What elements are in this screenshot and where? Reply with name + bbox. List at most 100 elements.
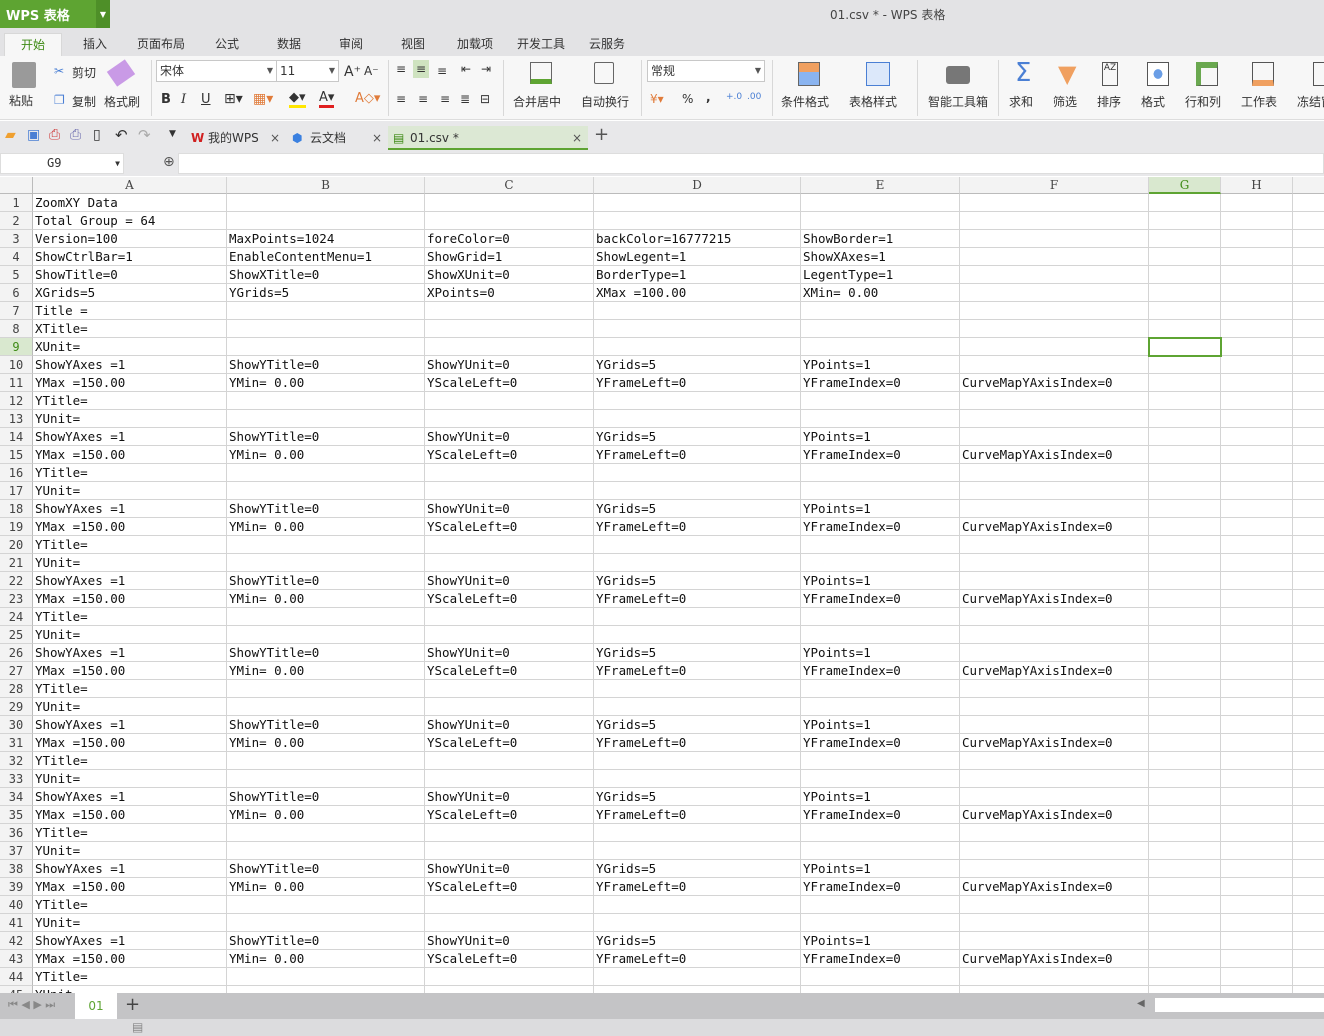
cell[interactable]: YMin= 0.00 bbox=[227, 446, 425, 464]
redo-icon[interactable]: ↷ bbox=[138, 126, 151, 144]
cell[interactable]: Version=100 bbox=[33, 230, 227, 248]
currency-icon[interactable]: ¥▾ bbox=[650, 92, 664, 106]
cell[interactable]: YUnit= bbox=[33, 410, 227, 428]
cell[interactable] bbox=[1149, 446, 1221, 464]
cell[interactable] bbox=[425, 680, 594, 698]
cell[interactable]: XMax =100.00 bbox=[594, 284, 801, 302]
save-icon[interactable]: ▣ bbox=[27, 127, 41, 143]
cell[interactable] bbox=[1149, 752, 1221, 770]
cell[interactable]: YMin= 0.00 bbox=[227, 662, 425, 680]
cell[interactable] bbox=[1221, 356, 1293, 374]
cell[interactable]: YPoints=1 bbox=[801, 500, 960, 518]
cell[interactable] bbox=[1221, 320, 1293, 338]
cell[interactable]: YScaleLeft=0 bbox=[425, 374, 594, 392]
rows-cols-button[interactable]: 行和列 bbox=[1185, 95, 1222, 109]
cell[interactable] bbox=[594, 554, 801, 572]
cell[interactable] bbox=[1221, 554, 1293, 572]
cell[interactable] bbox=[594, 410, 801, 428]
cell[interactable]: YFrameLeft=0 bbox=[594, 950, 801, 968]
cell[interactable] bbox=[594, 914, 801, 932]
cell[interactable] bbox=[1149, 644, 1221, 662]
cell[interactable] bbox=[425, 410, 594, 428]
cell[interactable] bbox=[594, 320, 801, 338]
align-right-icon[interactable]: ≡ bbox=[440, 92, 451, 106]
new-tab-icon[interactable]: + bbox=[594, 124, 610, 145]
cell[interactable] bbox=[425, 698, 594, 716]
tab-view[interactable]: 视图 bbox=[400, 37, 425, 51]
row-header[interactable]: 30 bbox=[0, 716, 33, 734]
cell[interactable] bbox=[801, 392, 960, 410]
cell[interactable]: YTitle= bbox=[33, 464, 227, 482]
row-header[interactable]: 19 bbox=[0, 518, 33, 536]
cell[interactable]: YFrameIndex=0 bbox=[801, 662, 960, 680]
row-header[interactable]: 15 bbox=[0, 446, 33, 464]
cell[interactable]: ShowGrid=1 bbox=[425, 248, 594, 266]
cell[interactable]: YTitle= bbox=[33, 392, 227, 410]
cell[interactable]: YPoints=1 bbox=[801, 860, 960, 878]
tab-insert[interactable]: 插入 bbox=[82, 37, 107, 51]
column-header-h[interactable]: H bbox=[1221, 177, 1293, 194]
cell[interactable] bbox=[425, 626, 594, 644]
cell[interactable] bbox=[1221, 266, 1293, 284]
cell[interactable]: YGrids=5 bbox=[594, 500, 801, 518]
fill-color-icon[interactable]: ◆▾ bbox=[289, 90, 306, 108]
row-header[interactable]: 25 bbox=[0, 626, 33, 644]
column-header-c[interactable]: C bbox=[425, 177, 594, 194]
cell[interactable] bbox=[594, 968, 801, 986]
cell[interactable] bbox=[960, 608, 1149, 626]
cell[interactable] bbox=[960, 698, 1149, 716]
cell[interactable]: EnableContentMenu=1 bbox=[227, 248, 425, 266]
export-pdf-icon[interactable]: ⎙ bbox=[49, 127, 61, 143]
row-header[interactable]: 41 bbox=[0, 914, 33, 932]
cell[interactable] bbox=[1149, 518, 1221, 536]
row-header[interactable]: 36 bbox=[0, 824, 33, 842]
cell[interactable] bbox=[1149, 428, 1221, 446]
decrease-font-icon[interactable]: A⁻ bbox=[364, 64, 379, 78]
paste-button[interactable]: 粘贴 bbox=[9, 94, 34, 108]
cell[interactable] bbox=[801, 770, 960, 788]
cell[interactable]: YMin= 0.00 bbox=[227, 878, 425, 896]
row-header[interactable]: 2 bbox=[0, 212, 33, 230]
align-top-icon[interactable]: ≡ bbox=[396, 62, 407, 76]
cell[interactable]: YGrids=5 bbox=[594, 356, 801, 374]
row-header[interactable]: 12 bbox=[0, 392, 33, 410]
cell[interactable]: YUnit= bbox=[33, 482, 227, 500]
cell[interactable] bbox=[1221, 194, 1293, 212]
cell[interactable] bbox=[227, 608, 425, 626]
select-all-corner[interactable] bbox=[0, 177, 33, 194]
row-header[interactable]: 22 bbox=[0, 572, 33, 590]
cell[interactable] bbox=[425, 842, 594, 860]
row-header[interactable]: 28 bbox=[0, 680, 33, 698]
cell[interactable] bbox=[1293, 554, 1324, 572]
cell[interactable] bbox=[1221, 770, 1293, 788]
cell[interactable] bbox=[1221, 338, 1293, 356]
cell[interactable]: XUnit= bbox=[33, 338, 227, 356]
cell[interactable] bbox=[1221, 662, 1293, 680]
cell[interactable] bbox=[801, 482, 960, 500]
cell[interactable] bbox=[1221, 788, 1293, 806]
row-header[interactable]: 34 bbox=[0, 788, 33, 806]
cell[interactable] bbox=[1149, 356, 1221, 374]
cell[interactable] bbox=[227, 410, 425, 428]
cell[interactable] bbox=[960, 716, 1149, 734]
cell[interactable] bbox=[425, 608, 594, 626]
cell[interactable] bbox=[801, 698, 960, 716]
cell[interactable] bbox=[1221, 860, 1293, 878]
cell[interactable] bbox=[1293, 590, 1324, 608]
cell[interactable] bbox=[801, 320, 960, 338]
row-header[interactable]: 29 bbox=[0, 698, 33, 716]
cell[interactable]: ZoomXY Data bbox=[33, 194, 227, 212]
cell[interactable] bbox=[1149, 806, 1221, 824]
cell[interactable] bbox=[1293, 356, 1324, 374]
cell[interactable]: YFrameLeft=0 bbox=[594, 878, 801, 896]
cell[interactable]: YUnit= bbox=[33, 770, 227, 788]
cell[interactable] bbox=[227, 986, 425, 993]
font-size-select[interactable]: 11 ▼ bbox=[276, 60, 339, 82]
cell[interactable] bbox=[1149, 536, 1221, 554]
cell[interactable] bbox=[960, 320, 1149, 338]
cell[interactable] bbox=[1149, 968, 1221, 986]
cell[interactable] bbox=[960, 284, 1149, 302]
cell[interactable] bbox=[801, 410, 960, 428]
decrease-indent-icon[interactable]: ⇤ bbox=[461, 62, 472, 76]
cell[interactable] bbox=[594, 338, 801, 356]
